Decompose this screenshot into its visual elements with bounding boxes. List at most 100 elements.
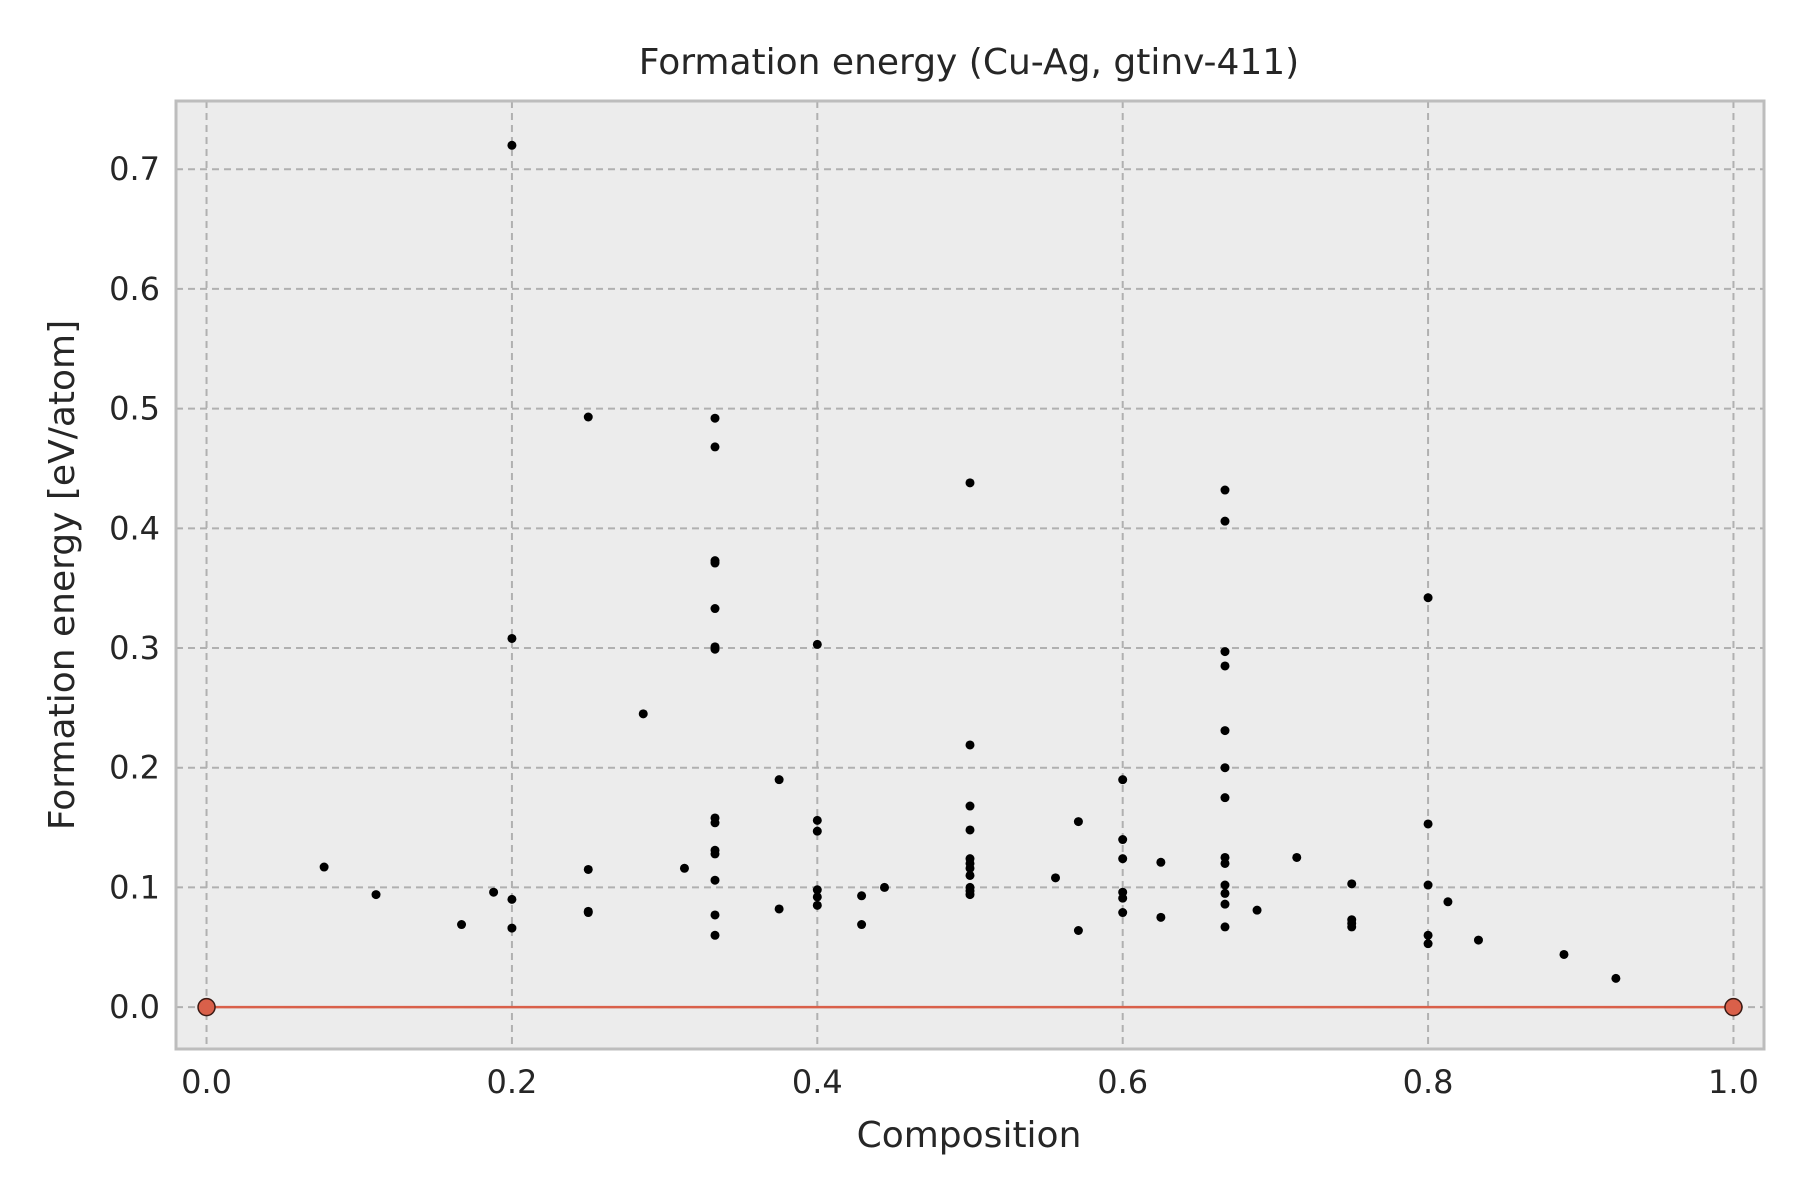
data-point bbox=[965, 478, 975, 488]
data-point bbox=[965, 890, 975, 900]
y-tick-label: 0.5 bbox=[109, 390, 160, 428]
data-point bbox=[965, 740, 975, 750]
x-tick-label: 0.8 bbox=[1403, 1063, 1454, 1101]
data-point bbox=[1156, 912, 1166, 922]
data-point bbox=[857, 891, 867, 901]
data-point bbox=[319, 862, 329, 872]
y-tick-label: 0.3 bbox=[109, 629, 160, 667]
data-point bbox=[965, 801, 975, 811]
data-point bbox=[710, 604, 720, 614]
y-tick-label: 0.2 bbox=[109, 749, 160, 787]
data-point bbox=[710, 644, 720, 654]
data-point bbox=[1423, 930, 1433, 940]
data-point bbox=[812, 826, 822, 836]
data-point bbox=[710, 875, 720, 885]
data-point bbox=[1220, 485, 1230, 495]
x-tick-label: 0.2 bbox=[486, 1063, 537, 1101]
data-point bbox=[774, 904, 784, 914]
data-point bbox=[965, 870, 975, 880]
data-point bbox=[1073, 926, 1083, 935]
data-point bbox=[965, 863, 975, 873]
data-point bbox=[1347, 879, 1357, 889]
data-point bbox=[507, 140, 517, 150]
convex-hull bbox=[197, 997, 1743, 1017]
data-point bbox=[1156, 857, 1166, 867]
data-point bbox=[965, 825, 975, 835]
hull-vertex bbox=[197, 997, 216, 1017]
data-point bbox=[1051, 873, 1061, 883]
data-point bbox=[1220, 880, 1230, 890]
data-point bbox=[1443, 897, 1453, 907]
data-point bbox=[638, 709, 648, 719]
data-point bbox=[774, 775, 784, 785]
data-point bbox=[489, 887, 499, 897]
data-point bbox=[1473, 935, 1483, 945]
data-point bbox=[812, 892, 822, 902]
plot-area bbox=[176, 101, 1764, 1049]
data-point bbox=[1118, 775, 1128, 785]
data-point bbox=[1220, 763, 1230, 773]
data-point bbox=[1220, 516, 1230, 526]
data-point bbox=[812, 885, 822, 895]
y-tick-label: 0.1 bbox=[109, 868, 160, 906]
data-point bbox=[1423, 939, 1433, 949]
data-point bbox=[879, 882, 889, 892]
y-axis-label: Formation energy [eV/atom] bbox=[42, 320, 83, 830]
data-point bbox=[507, 894, 517, 904]
data-point bbox=[1220, 793, 1230, 803]
data-point bbox=[1611, 973, 1621, 983]
x-tick-label: 0.4 bbox=[792, 1063, 843, 1101]
data-point bbox=[710, 849, 720, 859]
data-point bbox=[710, 930, 720, 940]
y-tick-label: 0.6 bbox=[109, 270, 160, 308]
x-tick-label: 0.6 bbox=[1097, 1063, 1148, 1101]
data-point bbox=[1220, 647, 1230, 657]
data-point bbox=[371, 890, 381, 900]
data-point bbox=[1118, 854, 1128, 864]
x-axis-label: Composition bbox=[857, 1115, 1082, 1156]
data-point bbox=[1220, 661, 1230, 671]
data-point bbox=[1220, 899, 1230, 909]
data-point bbox=[507, 923, 517, 933]
data-point bbox=[457, 920, 467, 930]
data-point bbox=[857, 920, 867, 930]
data-point bbox=[1252, 905, 1262, 915]
data-point bbox=[679, 863, 689, 873]
data-point bbox=[710, 910, 720, 920]
data-point bbox=[812, 639, 822, 649]
data-point bbox=[1220, 858, 1230, 868]
x-tick-label: 1.0 bbox=[1708, 1063, 1759, 1101]
data-point bbox=[710, 558, 720, 568]
data-point bbox=[1559, 949, 1569, 959]
data-point bbox=[583, 864, 593, 874]
chart-title: Formation energy (Cu-Ag, gtinv-411) bbox=[639, 42, 1299, 83]
data-point bbox=[710, 442, 720, 452]
data-point bbox=[583, 412, 593, 422]
data-point bbox=[1220, 922, 1230, 932]
data-point bbox=[1118, 893, 1128, 903]
data-point bbox=[1423, 819, 1433, 829]
data-points bbox=[319, 140, 1621, 983]
x-axis-ticks: 0.0 0.2 0.4 0.6 0.8 1.0 bbox=[181, 1063, 1759, 1101]
data-point bbox=[1118, 908, 1128, 918]
data-point bbox=[1423, 593, 1433, 603]
data-point bbox=[812, 815, 822, 825]
data-point bbox=[710, 413, 720, 423]
data-point bbox=[1118, 835, 1128, 845]
hull-vertex bbox=[1724, 997, 1743, 1017]
data-point bbox=[1073, 817, 1083, 827]
data-point bbox=[812, 900, 822, 910]
y-tick-label: 0.0 bbox=[109, 988, 160, 1026]
data-point bbox=[1220, 726, 1230, 736]
data-point bbox=[1220, 888, 1230, 898]
data-point bbox=[1292, 852, 1302, 862]
y-tick-label: 0.7 bbox=[109, 150, 160, 188]
plot-frame bbox=[174, 99, 1766, 1051]
data-point bbox=[1347, 922, 1357, 932]
y-axis-ticks: 0.0 0.1 0.2 0.3 0.4 0.5 0.6 0.7 bbox=[109, 150, 160, 1026]
data-point bbox=[710, 818, 720, 828]
x-tick-label: 0.0 bbox=[181, 1063, 232, 1101]
data-point bbox=[583, 908, 593, 918]
